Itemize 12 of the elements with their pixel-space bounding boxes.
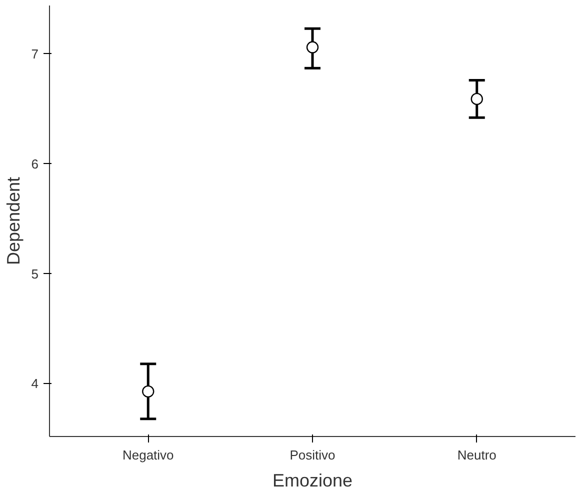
point [306,41,319,54]
x-tick-label: Neutro [457,448,496,462]
point [142,385,154,398]
x-axis-title: Emozione [272,470,353,490]
point [470,92,483,106]
y-axis-title: Dependent [3,176,24,266]
y-tick-label: 4 [31,376,39,392]
x-tick-label: Positivo [290,448,336,462]
y-tick-label: 5 [31,266,39,282]
y-tick-label: 6 [31,156,39,172]
y-tick-label: 7 [31,46,39,62]
x-tick-label: Negativo [122,448,174,462]
